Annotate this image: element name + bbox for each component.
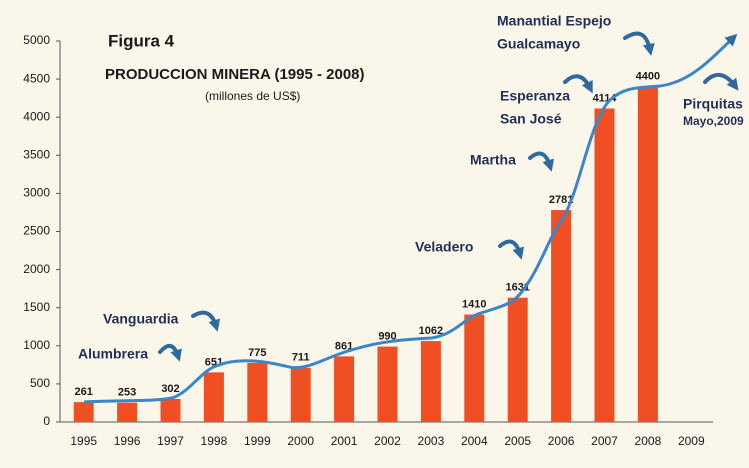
y-tick-label: 3500 xyxy=(23,147,50,161)
annotation: Pirquitas xyxy=(683,96,743,112)
annotation: Mayo,2009 xyxy=(683,114,744,128)
x-tick-label: 1999 xyxy=(244,434,271,448)
bar xyxy=(73,402,94,422)
trend-curve xyxy=(83,33,738,404)
data-label: 253 xyxy=(118,387,136,399)
x-tick-label: 2001 xyxy=(331,434,358,448)
y-tick-label: 4000 xyxy=(23,109,50,123)
x-tick-label: 2004 xyxy=(461,434,488,448)
annotation: Manantial Espejo xyxy=(497,13,611,29)
y-tick-label: 500 xyxy=(30,376,50,390)
data-label: 775 xyxy=(248,347,266,359)
chart-title: PRODUCCION MINERA (1995 - 2008) xyxy=(105,66,365,83)
x-tick-label: 2009 xyxy=(678,434,705,448)
x-tick-label: 2003 xyxy=(418,434,445,448)
bar xyxy=(420,341,441,422)
annotation: Gualcamayo xyxy=(497,36,580,52)
data-label: 1062 xyxy=(419,325,443,337)
bar xyxy=(290,367,311,422)
y-tick-label: 2500 xyxy=(23,224,50,238)
x-tick-label: 2007 xyxy=(591,434,618,448)
x-tick-label: 2002 xyxy=(374,434,401,448)
x-tick-label: 1997 xyxy=(157,434,184,448)
y-tick-label: 3000 xyxy=(23,186,50,200)
annotation: Veladero xyxy=(415,239,473,255)
bar xyxy=(637,86,658,422)
data-label: 990 xyxy=(378,330,396,342)
bar xyxy=(247,362,268,422)
bar xyxy=(464,314,485,422)
data-label: 711 xyxy=(292,352,310,364)
x-tick-label: 1996 xyxy=(114,434,141,448)
annotation: Alumbrera xyxy=(78,346,148,362)
x-tick-label: 2006 xyxy=(548,434,575,448)
annotation: Martha xyxy=(470,152,516,168)
annotation: Esperanza xyxy=(500,88,570,104)
y-tick-label: 1000 xyxy=(23,338,50,352)
y-tick-label: 2000 xyxy=(23,262,50,276)
bar xyxy=(117,402,138,422)
y-tick-label: 1500 xyxy=(23,300,50,314)
y-tick-label: 5000 xyxy=(23,33,50,47)
annotation: Vanguardia xyxy=(103,311,179,327)
bar xyxy=(334,356,355,422)
annotation: San José xyxy=(500,111,562,127)
x-tick-label: 2000 xyxy=(287,434,314,448)
x-tick-label: 2005 xyxy=(504,434,531,448)
figure-label: Figura 4 xyxy=(108,31,175,50)
bar xyxy=(594,108,615,423)
annotation-arrows xyxy=(158,31,739,362)
bar xyxy=(507,297,528,422)
x-tick-label: 1995 xyxy=(70,434,97,448)
bar xyxy=(377,346,398,422)
x-tick-label: 1998 xyxy=(201,434,228,448)
data-label: 302 xyxy=(161,383,179,395)
y-tick-label: 0 xyxy=(43,414,50,428)
x-tick-label: 2008 xyxy=(635,434,662,448)
data-label: 261 xyxy=(75,386,93,398)
chart-subtitle: (millones de US$) xyxy=(205,89,300,103)
data-label: 1410 xyxy=(462,298,486,310)
data-label: 4114 xyxy=(593,92,618,104)
y-tick-label: 4500 xyxy=(23,71,50,85)
bar xyxy=(551,210,572,422)
bar xyxy=(203,372,224,422)
bar xyxy=(160,398,181,422)
data-label: 4400 xyxy=(636,71,660,83)
data-label: 2781 xyxy=(549,194,573,206)
